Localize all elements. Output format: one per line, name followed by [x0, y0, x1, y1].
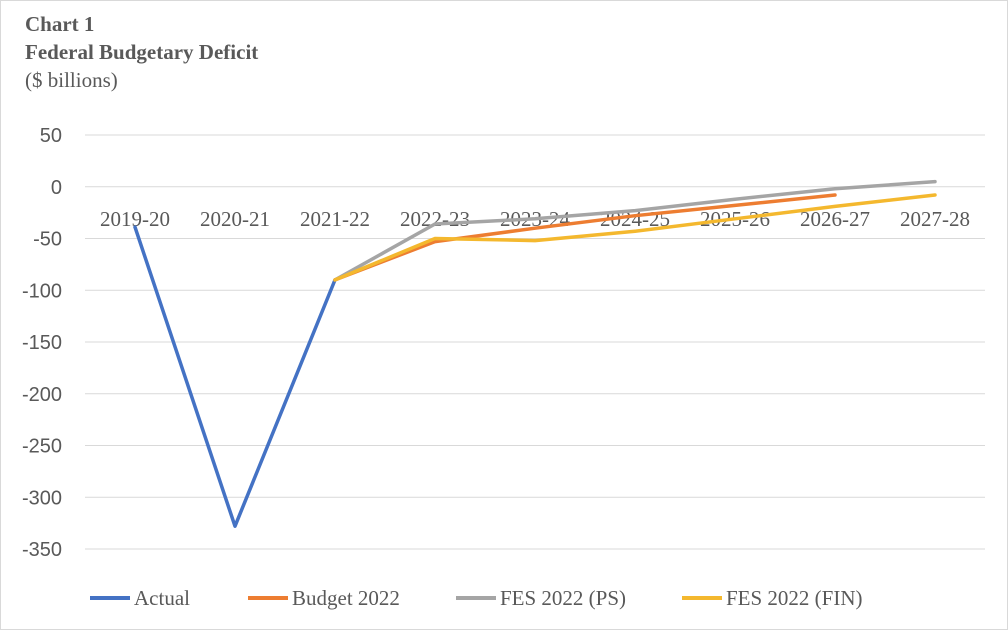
y-tick-label: -300 — [22, 487, 62, 509]
legend: Actual Budget 2022 FES 2022 (PS) FES 2022 (… — [90, 586, 863, 610]
y-axis-ticks: 50 0 -50 -100 -150 -200 -250 -300 -350 — [22, 125, 62, 561]
series-line-1 — [333, 193, 837, 282]
x-tick-label: 2022-23 — [400, 207, 470, 231]
y-tick-label: 0 — [51, 177, 62, 199]
y-tick-label: 50 — [40, 125, 62, 147]
chart-subtitle: Federal Budgetary Deficit — [25, 40, 259, 64]
y-tick-label: -100 — [22, 280, 62, 302]
series-line-2 — [333, 179, 937, 282]
gridlines — [85, 134, 985, 550]
x-tick-label: 2020-21 — [200, 207, 270, 231]
chart-title-block: Chart 1 Federal Budgetary Deficit ($ bil… — [25, 10, 258, 94]
legend-label: Budget 2022 — [292, 586, 400, 610]
y-tick-label: -350 — [22, 539, 62, 561]
legend-label: FES 2022 (FIN) — [726, 586, 863, 610]
y-tick-label: -50 — [33, 229, 62, 251]
series-lines — [133, 179, 937, 528]
series-line-3 — [333, 193, 937, 282]
x-tick-label: 2027-28 — [900, 207, 970, 231]
legend-label: FES 2022 (PS) — [500, 586, 626, 610]
x-tick-label: 2021-22 — [300, 207, 370, 231]
legend-label: Actual — [134, 586, 190, 610]
series-line-0 — [133, 225, 337, 528]
y-tick-label: -150 — [22, 332, 62, 354]
chart-title: Chart 1 — [25, 12, 95, 36]
y-tick-label: -250 — [22, 436, 62, 458]
y-axis-unit-label: ($ billions) — [25, 68, 118, 92]
y-tick-label: -200 — [22, 384, 62, 406]
